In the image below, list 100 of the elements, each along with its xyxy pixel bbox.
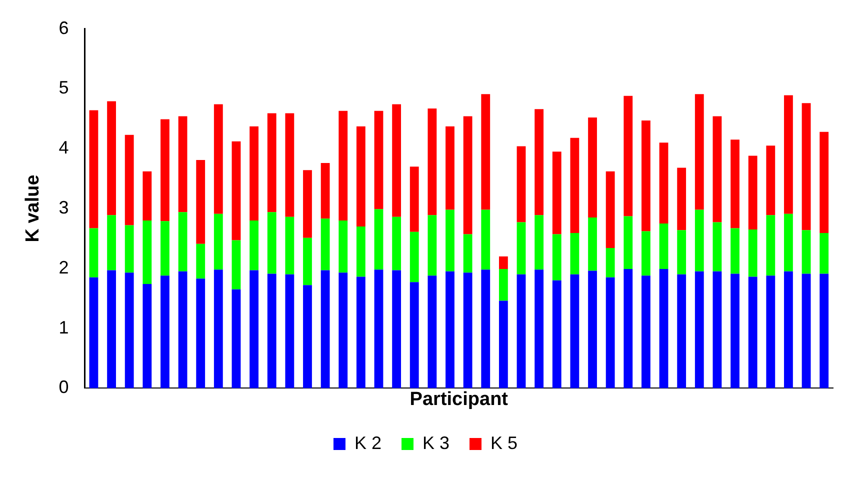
bar: [232, 141, 241, 240]
bar: [356, 126, 366, 226]
bar: [570, 138, 580, 234]
bar: [694, 271, 704, 388]
bar: [784, 95, 793, 214]
bar: [642, 120, 650, 232]
bar: [267, 212, 276, 274]
bar: [712, 222, 722, 272]
bar: [107, 270, 116, 388]
bar: [89, 228, 98, 278]
y-tick-label: 3: [58, 197, 69, 218]
bar: [642, 276, 650, 388]
bar: [552, 234, 562, 280]
bar: [428, 215, 437, 276]
bar: [606, 248, 615, 278]
bar: [285, 216, 294, 274]
bar: [766, 146, 776, 216]
bar: [730, 228, 740, 274]
bar: [124, 272, 134, 388]
bar: [250, 220, 258, 270]
bar: [160, 276, 170, 388]
bar: [232, 289, 241, 388]
bar: [516, 146, 526, 222]
bar: [606, 277, 615, 388]
bar: [303, 238, 312, 286]
bar: [534, 270, 544, 388]
bar: [214, 270, 223, 388]
bar: [588, 270, 597, 388]
bar: [214, 214, 223, 270]
bar: [178, 271, 188, 388]
bar: [196, 278, 206, 388]
bar: [446, 210, 454, 272]
bar: [267, 274, 276, 388]
bar: [588, 117, 597, 218]
y-tick-label: 5: [58, 78, 69, 98]
bar: [498, 300, 508, 388]
bar: [730, 274, 740, 388]
bar: [374, 270, 384, 388]
bar: [659, 269, 668, 388]
bar: [107, 101, 116, 216]
bar: [516, 274, 526, 388]
bar: [606, 171, 615, 248]
bar: [89, 277, 98, 388]
bar: [677, 168, 686, 230]
bar: [730, 140, 740, 228]
bar: [446, 271, 454, 388]
bar: [534, 109, 544, 216]
bar: [481, 210, 490, 270]
legend-label: K 5: [490, 432, 518, 453]
y-tick-label: 6: [58, 18, 69, 38]
bar: [428, 276, 437, 388]
bar: [712, 116, 722, 222]
bar: [124, 134, 134, 226]
bar: [534, 215, 544, 270]
bar: [338, 220, 348, 273]
bar: [303, 285, 312, 388]
bar: [196, 160, 206, 244]
bar: [570, 274, 580, 388]
bar: [232, 240, 241, 290]
bar: [196, 244, 206, 279]
bar: [374, 209, 384, 270]
bar: [570, 233, 580, 274]
bar: [410, 282, 419, 388]
bar: [748, 276, 758, 388]
bar: [766, 276, 776, 388]
bar: [89, 110, 98, 228]
y-tick-label: 0: [58, 377, 69, 398]
bar: [784, 214, 793, 272]
bar: [802, 103, 811, 230]
bar: [374, 110, 384, 210]
y-tick-label: 1: [58, 317, 69, 338]
bar: [338, 272, 348, 388]
bar: [624, 96, 633, 216]
bar: [107, 215, 116, 270]
bar: [178, 212, 188, 272]
bar: [802, 230, 811, 274]
bar: [624, 269, 633, 388]
bar: [446, 126, 454, 210]
bar: [659, 223, 668, 269]
bar: [428, 108, 437, 216]
bar: [160, 221, 170, 276]
bar: [463, 116, 472, 234]
bar: [677, 230, 686, 274]
bar: [766, 215, 776, 276]
bar: [392, 216, 402, 270]
bar: [250, 270, 258, 388]
bar: [392, 270, 402, 388]
bar: [285, 274, 294, 388]
bar: [267, 113, 276, 212]
bar: [677, 274, 686, 388]
bar: [820, 132, 829, 234]
bar: [303, 170, 312, 238]
bar: [320, 270, 330, 388]
bar: [320, 162, 330, 219]
bar: [694, 210, 704, 272]
bar: [410, 166, 419, 232]
bar: [748, 229, 758, 277]
bar: [820, 233, 829, 274]
bar: [463, 272, 472, 388]
y-axis-title: K value: [22, 174, 44, 242]
